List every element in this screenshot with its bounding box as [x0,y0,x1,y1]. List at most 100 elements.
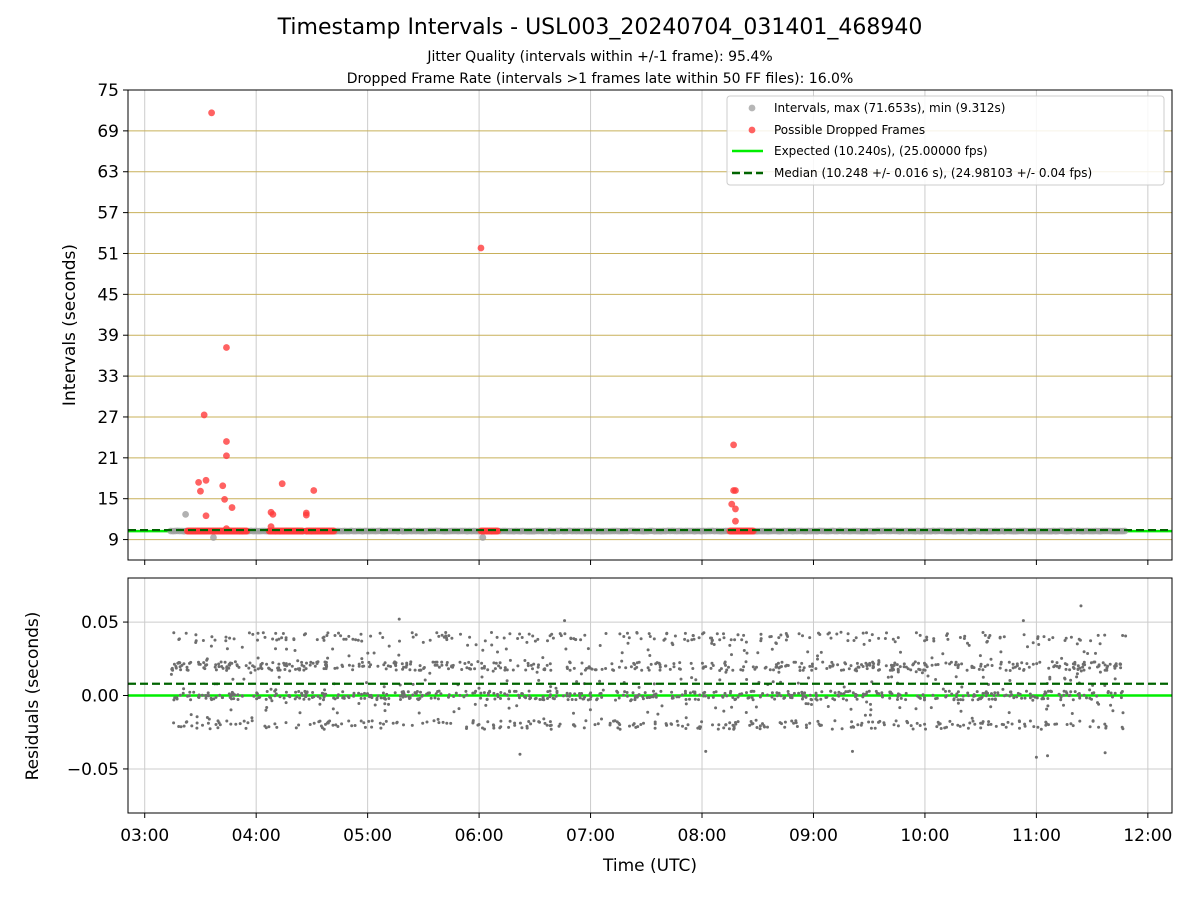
residual-point [414,633,418,637]
residual-point [914,707,918,711]
residual-point [572,723,576,727]
dropped-frame-point [732,487,739,494]
residual-point [917,667,921,671]
residual-point [1033,695,1037,699]
intervals-plot: 9 15 21 27 33 39 45 51 57 63 69 75 Intervals (secon… [60,81,1173,565]
residual-point [804,723,808,727]
residual-point [586,647,590,651]
residual-point [890,675,894,679]
residual-point [888,696,892,700]
residual-point [404,694,408,698]
residual-point [624,666,628,670]
dropped-frame-point [732,517,739,525]
residual-point [975,690,979,694]
residual-point [971,719,975,723]
residual-point [548,720,552,724]
residual-point [984,691,988,695]
residual-point [1103,663,1107,667]
residual-point [808,693,812,697]
residual-point [505,668,509,672]
residual-point [646,710,650,714]
residual-point [359,719,363,723]
residual-point [639,723,643,726]
residual-point [233,693,237,697]
residual-point [268,695,272,699]
residual-point [527,632,531,636]
residual-point [206,694,210,698]
residual-point [441,720,445,724]
residual-point [411,682,415,686]
residual-point [271,637,275,641]
residual-point [204,694,208,697]
residual-point [618,727,622,731]
residual-point [1097,664,1101,668]
residual-point [598,679,602,683]
residual-point [839,630,843,634]
residual-point [505,693,509,697]
residual-point [311,691,315,694]
residual-point [924,727,927,731]
residual-point [846,690,850,694]
residual-point [1060,656,1064,660]
residual-point [1008,669,1012,672]
residual-point [804,702,808,706]
residual-point [653,720,657,724]
residual-point [356,638,360,642]
residual-point [217,662,221,666]
residual-point [1031,694,1035,698]
residual-point [372,651,376,655]
residual-point [445,661,449,664]
residual-point [529,722,533,726]
residual-point [734,721,737,724]
residual-point [428,638,432,642]
residual-point [474,643,478,647]
residual-point [745,651,749,655]
residual-point [867,720,871,724]
residual-point [499,725,503,729]
residual-point [759,639,763,643]
residual-point [1101,661,1105,665]
residual-point [294,667,297,671]
residual-point [228,636,232,640]
residual-point [773,697,777,701]
residual-point [1073,690,1077,694]
residual-point [513,721,517,725]
residual-point [256,667,260,671]
residual-point [1038,660,1042,664]
residual-point [1069,690,1073,694]
residual-point [727,727,731,731]
residual-point [807,676,810,680]
dropped-frame-point [219,482,227,490]
residual-point [1034,755,1038,759]
residual-point [294,690,298,694]
residual-point [946,637,950,641]
residual-point [370,696,374,700]
residual-point [496,695,500,699]
residual-point [1089,661,1093,665]
residual-point [331,647,335,651]
residual-point [909,724,913,728]
residual-point [626,641,630,645]
residual-point [831,663,835,667]
residual-point [618,723,622,727]
residual-point [729,689,733,693]
residual-point [934,678,938,681]
residual-point [1042,635,1046,639]
residual-point [766,725,769,729]
residual-point [973,722,977,726]
residual-point [870,633,874,637]
residual-point [1109,691,1113,695]
dropped-frame-point [730,441,737,449]
residual-point [956,701,960,705]
residual-point [436,717,440,721]
residual-point [460,668,464,671]
residual-point [815,698,819,702]
residual-point [548,662,552,666]
residual-point [886,675,890,679]
residual-point [647,632,651,636]
residual-point [428,671,432,675]
residual-point [194,639,198,643]
residual-point [433,660,437,664]
residual-point [335,666,339,670]
residual-point [409,660,413,664]
